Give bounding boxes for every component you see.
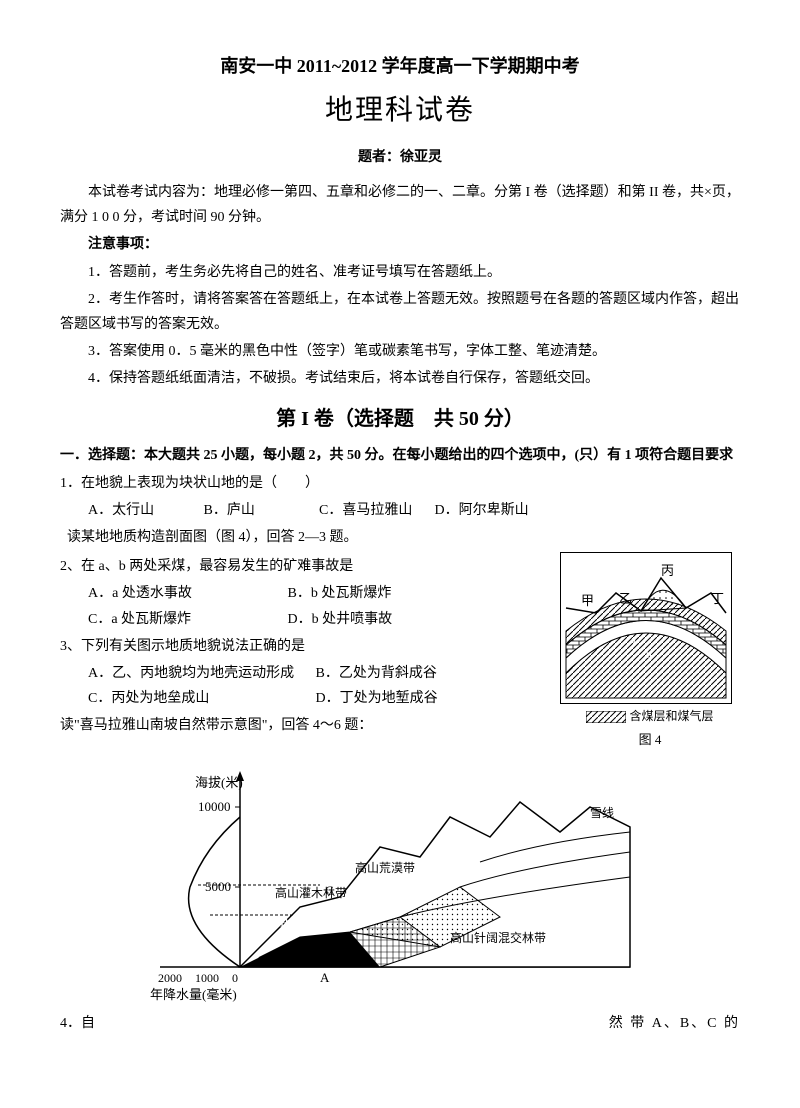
- question-4-suffix: 然 带 A、B、C 的: [609, 1011, 740, 1036]
- section-heading: 第 I 卷（选择题 共 50 分）: [60, 401, 740, 437]
- question-2-options: A．a 处透水事故 B．b 处瓦斯爆炸 C．a 处瓦斯爆炸 D．b 处井喷事故: [88, 581, 550, 631]
- x-axis-label: 年降水量(毫米): [150, 987, 237, 1002]
- snow-line: 雪线: [590, 806, 614, 820]
- option-c: C．丙处为地垒成山: [88, 686, 312, 711]
- mark-a: A: [320, 970, 330, 985]
- option-d: D．阿尔卑斯山: [435, 498, 547, 523]
- option-c: C．喜马拉雅山: [319, 498, 431, 523]
- notice-heading: 注意事项：: [60, 232, 740, 257]
- lead-text-4-6: 读"喜马拉雅山南坡自然带示意图"，回答 4～6 题：: [60, 713, 550, 738]
- option-b: B．b 处瓦斯爆炸: [288, 581, 400, 606]
- label-jia: 甲: [581, 593, 594, 608]
- notice-item: 1．答题前，考生务必先将自己的姓名、准考证号填写在答题纸上。: [60, 260, 740, 285]
- lead-text-2-3: 读某地地质构造剖面图（图 4），回答 2—3 题。: [67, 525, 740, 550]
- option-b: B．乙处为背斜成谷: [316, 661, 437, 686]
- notice-item: 3．答案使用 0．5 毫米的黑色中性（签字）笔或碳素笔书写，字体工整、笔迹清楚。: [60, 339, 740, 364]
- option-d: D．丁处为地堑成谷: [316, 686, 438, 711]
- himalaya-diagram: 10000 5000 海拔(米) 2000 1000 0 年降水量(毫米): [120, 757, 640, 1007]
- figure-4-legend: 含煤层和煤气层: [560, 706, 740, 728]
- question-3-stem: 3、下列有关图示地质地貌说法正确的是: [60, 634, 550, 659]
- band-huangmo: 高山荒漠带: [355, 860, 415, 875]
- question-2-stem: 2、在 a、b 两处采煤，最容易发生的矿难事故是: [60, 554, 550, 579]
- xtick-1000: 1000: [195, 971, 219, 985]
- section-instruction: 一．选择题：本大题共 25 小题，每小题 2，共 50 分。在每小题给出的四个选…: [60, 443, 740, 468]
- label-ding: 丁: [711, 591, 724, 606]
- xtick-0: 0: [232, 971, 238, 985]
- label-bing: 丙: [661, 563, 674, 578]
- page-title: 南安一中 2011~2012 学年度高一下学期期中考: [60, 50, 740, 82]
- question-4-prefix: 4．自: [60, 1011, 95, 1036]
- mark-b: B: [280, 915, 289, 930]
- xtick-2000: 2000: [158, 971, 182, 985]
- legend-text: 含煤层和煤气层: [629, 709, 713, 723]
- subject-title: 地理科试卷: [60, 86, 740, 136]
- figure-4-diagram: 甲 乙 丙 丁 a b: [560, 552, 732, 704]
- option-b: B．庐山: [204, 498, 316, 523]
- ytick-5000: 5000: [205, 879, 231, 894]
- option-a: A．乙、丙地貌均为地壳运动形成: [88, 661, 312, 686]
- ytick-10000: 10000: [198, 799, 231, 814]
- notice-item: 4．保持答题纸纸面清洁，不破损。考试结束后，将本试卷自行保存，答题纸交回。: [60, 366, 740, 391]
- label-b: b: [646, 649, 652, 661]
- question-3-options: A．乙、丙地貌均为地壳运动形成 B．乙处为背斜成谷 C．丙处为地垒成山 D．丁处…: [88, 661, 550, 711]
- question-1-stem: 1．在地貌上表现为块状山地的是（ ）: [60, 471, 740, 496]
- y-axis-label: 海拔(米): [195, 775, 243, 790]
- band-guanmu: 高山灌木林带: [275, 885, 347, 900]
- question-1-options: A．太行山 B．庐山 C．喜马拉雅山 D．阿尔卑斯山: [88, 498, 740, 523]
- intro-paragraph: 本试卷考试内容为：地理必修一第四、五章和必修二的一、二章。分第 I 卷（选择题）…: [60, 180, 740, 230]
- figure-4-caption: 图 4: [560, 728, 740, 751]
- label-a: a: [631, 634, 636, 646]
- mark-c: C: [325, 883, 334, 898]
- option-a: A．a 处透水事故: [88, 581, 284, 606]
- label-yi: 乙: [619, 591, 632, 606]
- option-c: C．a 处瓦斯爆炸: [88, 607, 284, 632]
- option-d: D．b 处井喷事故: [288, 607, 400, 632]
- notice-item: 2．考生作答时，请将答案答在答题纸上，在本试卷上答题无效。按照题号在各题的答题区…: [60, 287, 740, 337]
- band-zhenkuo: 高山针阔混交林带: [450, 930, 546, 945]
- author-line: 题者：徐亚灵: [60, 145, 740, 170]
- instruction-text: 一．选择题：本大题共 25 小题，每小题 2，共 50 分。在每小题给出的四个选…: [60, 448, 733, 463]
- option-a: A．太行山: [88, 498, 200, 523]
